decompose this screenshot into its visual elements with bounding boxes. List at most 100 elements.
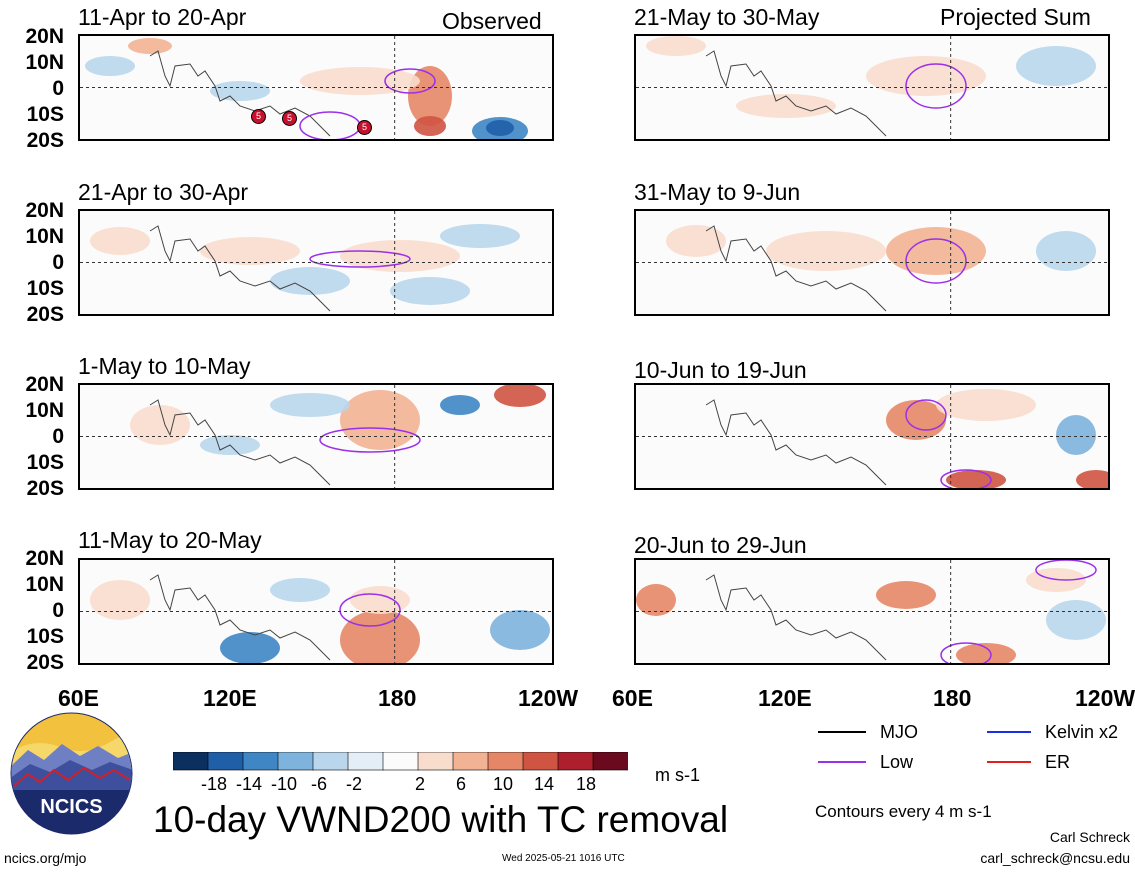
footer-timestamp: Wed 2025-05-21 1016 UTC [502,853,625,864]
anomaly-shading [866,56,986,96]
anomaly-shading [1046,600,1106,640]
colorbar-swatch [382,752,419,771]
observed-label: Observed [442,8,542,34]
lat-label: 10S [26,625,64,648]
anomaly-shading [300,67,420,95]
low-contour [940,642,992,663]
map-panel-1 [78,34,554,141]
lat-label: 20S [26,651,64,674]
colorbar-tick: -10 [270,774,297,794]
map-panel-5 [634,34,1110,141]
lon-label: 120W [1075,685,1135,711]
anomaly-shading [486,120,514,136]
footer-email: carl_schreck@ncsu.edu [980,850,1130,866]
anomaly-shading [876,581,936,609]
anomaly-shading [636,584,676,616]
projected-label: Projected Sum [940,4,1091,30]
coastline [705,399,887,486]
map-panel-6 [634,209,1110,316]
coastline [705,50,887,137]
colorbar-swatch [417,752,454,771]
low-contour [905,399,947,431]
panel-title-5: 21-May to 30-May [634,4,820,30]
lon-label: 60E [612,685,653,711]
anomaly-shading [390,277,470,305]
colorbar-tick: 18 [575,774,597,794]
lat-label: 20S [26,303,64,326]
legend-line-low [818,761,866,763]
colorbar-swatch [522,752,559,771]
lon-label: 120W [518,685,579,711]
figure-title: 10-day VWND200 with TC removal [153,799,729,840]
contour-note: Contours every 4 m s-1 [815,802,992,821]
panel-title-8: 20-Jun to 29-Jun [634,532,807,558]
tc-marker: 5 [251,109,266,124]
low-contour [940,469,992,488]
map-panel-8 [634,558,1110,665]
legend-line-mjo [818,731,866,733]
low-contour [309,250,411,268]
lat-label: 10N [25,225,64,248]
colorbar-units: m s-1 [655,765,700,785]
anomaly-shading [936,389,1036,421]
anomaly-shading [1016,46,1096,86]
colorbar-swatch [173,752,209,771]
panel-title-1: 11-Apr to 20-Apr [78,4,247,30]
coastline [149,225,331,312]
anomaly-shading [85,56,135,76]
lon-label: 180 [933,685,972,711]
anomaly-shading [440,395,480,415]
anomaly-shading [956,643,1016,663]
colorbar-swatch [557,752,594,771]
colorbar-tick: -2 [345,774,362,794]
lat-label: 0 [52,251,64,274]
coastline [149,50,331,137]
panel-title-4: 11-May to 20-May [78,527,262,553]
anomaly-shading [340,610,420,663]
coastline [705,574,887,661]
lat-label: 20S [26,129,64,152]
anomaly-shading [350,586,410,614]
colorbar-tick: 10 [492,774,514,794]
low-contour [1035,560,1097,581]
lat-label: 0 [52,425,64,448]
legend-label-low: Low [880,752,914,772]
legend-line-kelvin [987,731,1031,733]
colorbar-tick: 14 [533,774,555,794]
panel-title-6: 31-May to 9-Jun [634,179,801,205]
lat-label: 20N [25,199,64,222]
footer-author: Carl Schreck [1049,829,1130,845]
lat-label: 20S [26,477,64,500]
low-contour [339,593,401,627]
anomaly-shading [340,240,460,272]
colorbar-swatch [277,752,314,771]
colorbar-swatch [452,752,489,771]
colorbar-swatch [207,752,244,771]
colorbar-swatch [242,752,279,771]
colorbar-swatch [312,752,349,771]
lat-label: 10S [26,103,64,126]
anomaly-shading [766,231,886,271]
colorbar-swatches [173,752,628,771]
anomaly-shading [200,237,300,265]
anomaly-shading [666,225,726,257]
anomaly-shading [270,578,330,602]
low-contour [905,63,967,109]
lat-label: 10N [25,399,64,422]
footer-url: ncics.org/mjo [4,850,87,866]
lat-label: 10N [25,573,64,596]
anomaly-shading [90,580,150,620]
colorbar-tick: -6 [310,774,327,794]
anomaly-shading [736,94,836,118]
anomaly-shading [946,470,1006,488]
anomaly-shading [1056,415,1096,455]
tc-marker: 5 [357,120,372,135]
coastline [705,225,887,312]
lat-label: 20N [25,25,64,48]
panel-title-7: 10-Jun to 19-Jun [634,357,807,383]
colorbar-tick: -14 [235,774,262,794]
anomaly-shading [494,385,546,407]
colorbar-tick: -18 [200,774,227,794]
lon-label: 60E [58,685,99,711]
ncics-logo: NCICS [10,712,133,835]
